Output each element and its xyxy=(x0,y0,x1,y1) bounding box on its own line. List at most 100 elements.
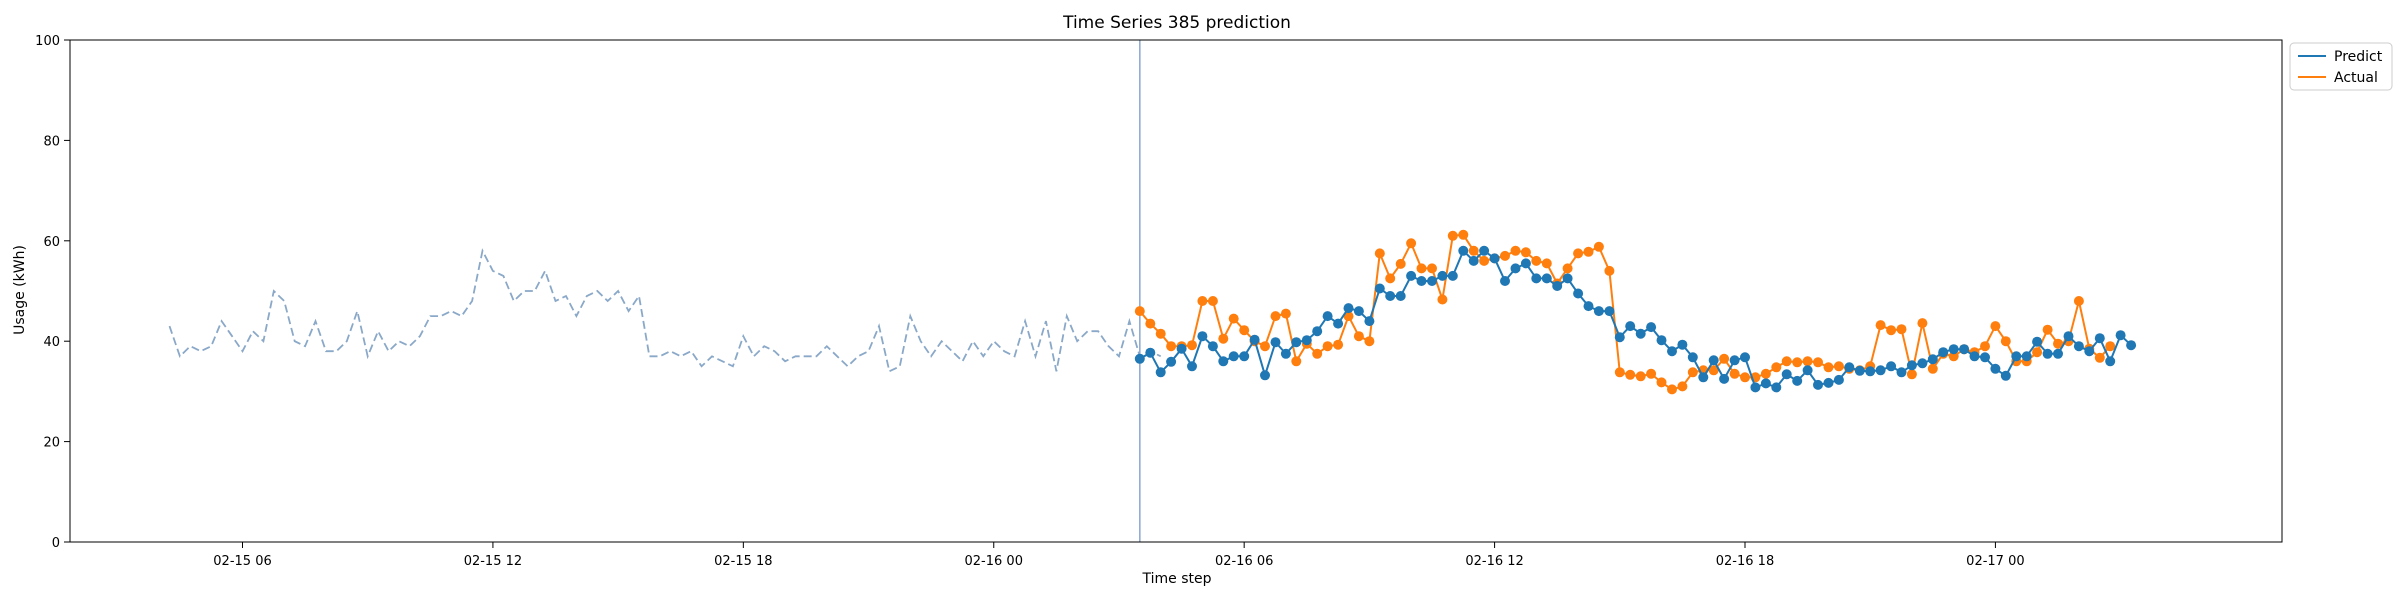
x-tick-label: 02-17 00 xyxy=(1966,554,2024,569)
predict-point xyxy=(2000,370,2011,381)
predict-point xyxy=(1573,288,1584,299)
predict-point xyxy=(1646,322,1657,333)
predict-point xyxy=(1604,306,1615,317)
actual-point xyxy=(1708,365,1719,376)
actual-point xyxy=(1187,340,1197,351)
actual-point xyxy=(1406,238,1417,249)
predict-point xyxy=(1239,351,1250,362)
actual-point xyxy=(1134,306,1145,317)
x-tick-label: 02-15 06 xyxy=(213,554,271,569)
predict-point xyxy=(1249,334,1260,345)
actual-point xyxy=(1593,241,1604,252)
actual-point xyxy=(1740,372,1750,383)
predict-point xyxy=(1854,365,1865,376)
actual-line xyxy=(1139,233,2111,391)
actual-point xyxy=(1260,341,1270,352)
predict-point xyxy=(2053,348,2063,359)
actual-point xyxy=(1207,296,1218,306)
y-tick-label: 80 xyxy=(43,134,60,149)
predict-point xyxy=(2021,351,2032,362)
y-tick-label: 60 xyxy=(43,235,60,250)
predict-point xyxy=(1166,356,1177,367)
actual-point xyxy=(1927,363,1938,374)
legend-box xyxy=(2289,42,2393,91)
actual-point xyxy=(1980,341,1990,352)
predict-point xyxy=(1760,378,1771,389)
predict-line xyxy=(1139,249,2132,389)
actual-point xyxy=(1312,348,1323,359)
predict-point xyxy=(1781,369,1792,380)
predict-point xyxy=(1906,360,1917,371)
predict-point xyxy=(2084,346,2095,357)
actual-point xyxy=(1583,246,1594,257)
actual-point xyxy=(1771,362,1782,373)
predict-point xyxy=(1197,331,1208,342)
actual-point xyxy=(2042,324,2053,335)
actual-point xyxy=(1656,377,1667,388)
actual-point xyxy=(1510,245,1521,256)
predict-point xyxy=(1583,301,1594,312)
predict-point xyxy=(1677,339,1688,350)
y-tick-label: 0 xyxy=(52,536,60,551)
actual-point xyxy=(1729,368,1740,379)
predict-point xyxy=(1322,311,1333,322)
actual-point xyxy=(1990,321,2001,332)
predict-point xyxy=(1740,352,1750,363)
predict-point xyxy=(1687,352,1698,363)
predict-point xyxy=(1531,273,1542,284)
predict-point xyxy=(1406,270,1417,281)
actual-point xyxy=(1635,371,1646,382)
legend-label-actual: Actual xyxy=(2334,70,2378,86)
predict-point xyxy=(2032,336,2043,347)
predict-point xyxy=(1656,335,1667,346)
predict-point xyxy=(1218,356,1229,367)
actual-point xyxy=(1468,245,1479,256)
predict-point xyxy=(1468,255,1479,266)
actual-point xyxy=(2000,336,2011,347)
actual-point xyxy=(1447,230,1458,241)
actual-point xyxy=(1719,353,1730,364)
predict-point xyxy=(1771,382,1782,393)
predict-point xyxy=(1938,347,1949,358)
actual-point xyxy=(1573,248,1584,259)
predict-point xyxy=(1447,270,1458,281)
predict-point xyxy=(1280,348,1291,359)
predict-point xyxy=(1270,337,1281,348)
actual-point xyxy=(1197,296,1208,306)
actual-point xyxy=(1886,325,1897,336)
predict-point xyxy=(1520,258,1531,269)
predict-point xyxy=(1708,355,1719,366)
predict-point xyxy=(2115,330,2126,341)
actual-point xyxy=(1917,318,1928,329)
predict-point xyxy=(1802,365,1813,376)
actual-point xyxy=(1520,247,1531,258)
predict-point xyxy=(1416,276,1427,286)
actual-point xyxy=(2053,338,2063,349)
predict-point xyxy=(1750,382,1761,393)
legend-label-predict: Predict xyxy=(2334,49,2383,65)
predict-point xyxy=(1865,366,1876,377)
x-tick-label: 02-16 18 xyxy=(1716,554,1774,569)
predict-point xyxy=(1719,373,1730,384)
history-line xyxy=(168,248,1162,373)
predict-point xyxy=(1333,318,1344,329)
actual-point xyxy=(1374,248,1385,259)
actual-point xyxy=(1781,356,1792,367)
predict-point xyxy=(1510,263,1521,274)
actual-point xyxy=(1166,341,1177,352)
actual-point xyxy=(2073,296,2084,306)
predict-point xyxy=(1823,377,1834,388)
predict-point xyxy=(1729,355,1740,366)
x-tick-label: 02-15 18 xyxy=(714,554,772,569)
predict-point xyxy=(1364,316,1375,327)
predict-point xyxy=(2042,348,2053,359)
axes: 0 20 40 60 80 100 02-15 06 02-15 12 02-15 18 02-1… xyxy=(35,34,2024,569)
actual-point xyxy=(1823,362,1834,373)
actual-point xyxy=(1948,351,1959,362)
actual-point xyxy=(1625,369,1636,380)
predict-point xyxy=(1479,245,1490,256)
predict-point xyxy=(1187,361,1197,372)
actual-point xyxy=(1646,368,1657,379)
predict-point xyxy=(1886,361,1897,372)
